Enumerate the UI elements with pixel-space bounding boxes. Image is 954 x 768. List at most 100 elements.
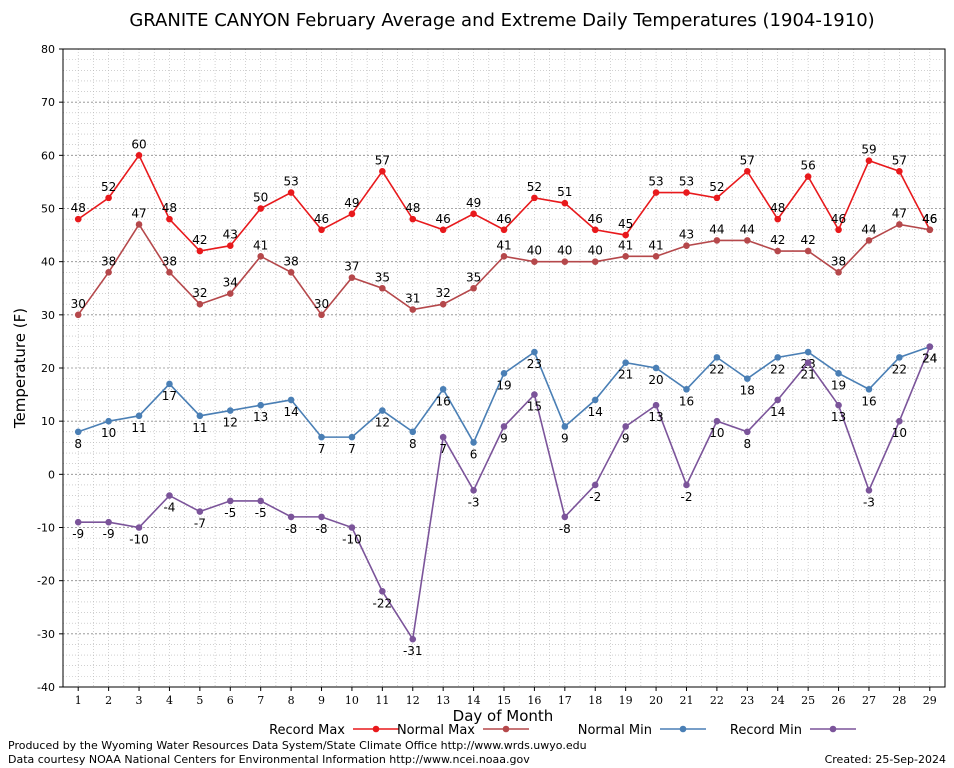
data-label: 21 [800,368,815,382]
x-tick-label: 26 [832,694,846,707]
data-point [439,300,447,308]
y-tick-label: 20 [41,362,55,375]
data-point [622,359,629,366]
data-label: 12 [375,416,390,430]
y-tick-label: 30 [41,309,55,322]
data-label: 13 [831,410,846,424]
footer-data-credit: Data courtesy NOAA National Centers for … [8,753,530,766]
y-tick-label: -10 [37,522,55,535]
data-label: 7 [439,442,447,456]
y-tick-label: -40 [37,681,55,694]
data-label: 52 [709,180,724,194]
x-tick-label: 4 [166,694,173,707]
x-tick-label: 12 [406,694,420,707]
data-label: 48 [162,201,177,215]
data-label: 56 [800,159,815,173]
data-point [804,173,812,180]
data-label: 41 [496,238,511,252]
data-point [774,215,782,223]
data-point [591,396,599,404]
data-label: 51 [557,185,572,199]
data-point [926,343,934,351]
data-label: 24 [922,352,937,366]
y-tick-label: 80 [41,43,55,56]
data-label: 14 [588,405,603,419]
data-point [865,237,873,244]
legend-label: Record Max [269,723,345,738]
data-label: 11 [131,421,146,435]
data-label: 32 [192,286,207,300]
x-tick-label: 20 [649,694,663,707]
x-tick-label: 6 [227,694,234,707]
data-label: 52 [101,180,116,194]
data-point [348,433,356,441]
data-label: 37 [344,260,359,274]
footer-producer-credit: Produced by the Wyoming Water Resources … [8,739,587,752]
data-point [744,237,751,244]
data-label: 49 [344,196,359,210]
data-label: 46 [831,212,846,226]
data-label: 50 [253,191,268,205]
data-label: 48 [71,201,86,215]
data-label: 7 [318,442,326,456]
legend-label: Normal Max [397,723,475,738]
data-point [652,253,660,260]
data-point [166,269,173,276]
legend-marker [829,725,837,733]
x-axis-label: Day of Month [453,707,554,725]
legend-marker [502,725,510,733]
data-label: 60 [131,137,146,151]
series-0: 48 52 60 48 42 43 50 53 46 49 57 48 46 49 46 52 51 46 45 53… [71,137,937,255]
data-point [226,407,234,414]
data-point [531,348,538,356]
data-label: 8 [409,437,417,451]
data-point [926,226,934,234]
data-label: 16 [436,394,451,408]
data-point [257,401,264,409]
data-label: 48 [405,201,420,215]
data-label: 41 [253,238,268,252]
data-point [439,226,447,234]
data-point [226,242,234,250]
data-point [835,370,842,377]
x-tick-label: 13 [436,694,450,707]
data-point [652,364,660,372]
data-label: 22 [709,362,724,376]
data-label: 53 [679,175,694,189]
data-label: -3 [468,495,480,509]
data-label: 46 [588,212,603,226]
y-tick-label: -20 [37,575,55,588]
x-tick-label: 7 [257,694,264,707]
legend-marker [679,725,687,733]
data-label: 47 [892,206,907,220]
data-point [105,269,112,276]
data-point [835,226,842,234]
data-label: 42 [192,233,207,247]
data-point [683,385,690,393]
data-point [287,396,295,404]
data-point [774,247,782,255]
data-point [500,423,508,430]
data-label: -4 [163,501,175,515]
data-point [409,306,417,313]
data-point [622,231,629,239]
x-tick-label: 22 [710,694,724,707]
data-label: 10 [101,426,116,440]
data-label: 41 [648,238,663,252]
data-point [318,311,325,319]
data-label: 19 [831,378,846,392]
data-label: 35 [375,270,390,284]
data-point [226,290,234,297]
data-point [196,247,204,255]
data-point [257,497,264,505]
data-point [591,481,599,489]
data-point [865,385,873,393]
data-point [835,401,842,409]
y-tick-label: -30 [37,628,55,641]
x-tick-label: 24 [771,694,785,707]
y-tick-label: 70 [41,96,55,109]
legend-label: Normal Min [578,723,652,738]
data-point [804,247,812,255]
data-point [379,284,386,292]
